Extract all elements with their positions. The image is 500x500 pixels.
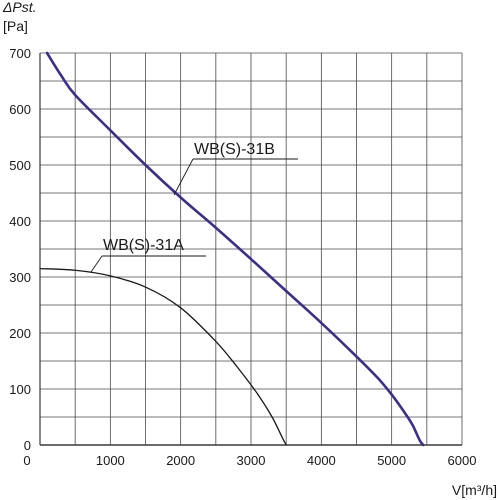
x-axis-label: V[m³/h] xyxy=(452,482,497,498)
series-labels: WB(S)-31A WB(S)-31B xyxy=(103,141,275,254)
series-label-wb-s-31b: WB(S)-31B xyxy=(194,141,275,158)
series-lines xyxy=(39,51,425,447)
leader-line-wb-s-31b xyxy=(173,158,194,196)
y-tick-label: 0 xyxy=(24,438,31,453)
x-tick-label: 3000 xyxy=(237,453,266,468)
y-axis-label-quantity: ΔPst. xyxy=(2,0,37,15)
y-tick-label: 700 xyxy=(9,46,31,61)
y-tick-label: 200 xyxy=(9,326,31,341)
x-tick-label: 4000 xyxy=(307,453,336,468)
x-tick-label: 0 xyxy=(23,453,30,468)
y-tick-label: 400 xyxy=(9,214,31,229)
x-tick-label: 6000 xyxy=(448,453,477,468)
y-tick-label: 600 xyxy=(9,102,31,117)
x-tick-label: 1000 xyxy=(96,453,125,468)
tick-labels: 0 100 200 300 400 500 600 700 0 1000 2000 3000 4000 5… xyxy=(9,46,476,468)
leader-line-wb-s-31a xyxy=(90,255,103,273)
series-line-wb-s-31b xyxy=(45,51,425,447)
x-tick-label: 5000 xyxy=(377,453,406,468)
plot-frame xyxy=(39,53,462,446)
y-axis-label-unit: [Pa] xyxy=(3,18,28,34)
y-tick-label: 300 xyxy=(9,270,31,285)
y-tick-label: 500 xyxy=(9,158,31,173)
x-tick-label: 2000 xyxy=(166,453,195,468)
series-label-wb-s-31a: WB(S)-31A xyxy=(103,237,184,254)
series-line-wb-s-31a xyxy=(39,267,287,446)
series-leader-lines xyxy=(90,158,298,273)
y-tick-label: 100 xyxy=(9,382,31,397)
